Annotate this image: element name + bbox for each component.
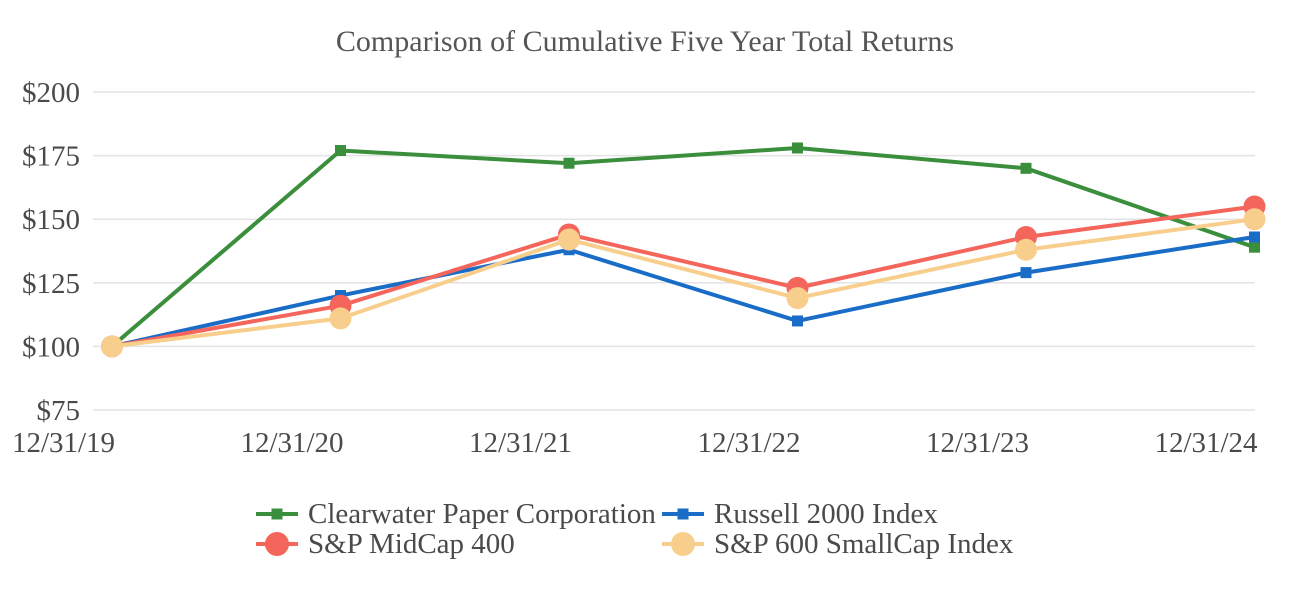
x-axis-tick-label: 12/31/19 <box>12 427 115 459</box>
data-point-marker <box>558 228 580 251</box>
x-axis-tick-label: 12/31/23 <box>926 427 1029 459</box>
y-axis-tick-label: $175 <box>22 141 80 173</box>
data-point-marker <box>1249 241 1260 253</box>
data-point-marker <box>1015 238 1037 261</box>
legend-marker-icon <box>256 532 298 556</box>
x-axis-tick-label: 12/31/20 <box>240 427 343 459</box>
series-line <box>110 217 1257 349</box>
data-point-marker <box>563 157 575 169</box>
y-axis-tick-label: $150 <box>22 204 80 236</box>
data-point-marker <box>329 307 352 330</box>
legend-marker-icon <box>256 508 298 520</box>
data-point-marker <box>792 315 803 327</box>
y-axis-tick-label: $200 <box>22 77 80 109</box>
series-s-p-600-smallcap-index <box>101 208 1266 358</box>
data-point-marker <box>786 287 809 310</box>
legend-label: S&P MidCap 400 <box>308 528 515 560</box>
legend-item: Clearwater Paper Corporation <box>254 499 656 529</box>
data-point-marker <box>1243 208 1266 231</box>
legend-item: S&P 600 SmallCap Index <box>660 529 1013 559</box>
data-point-marker <box>1020 267 1032 279</box>
x-axis-tick-label: 12/31/22 <box>697 427 800 459</box>
series-line <box>110 204 1257 349</box>
chart-title: Comparison of Cumulative Five Year Total… <box>335 25 955 58</box>
legend-label: S&P 600 SmallCap Index <box>714 528 1014 560</box>
x-axis-tick-label: 12/31/24 <box>1154 427 1258 459</box>
data-point-marker <box>1020 162 1032 174</box>
y-axis-tick-label: $75 <box>37 395 81 427</box>
series-line <box>110 145 1257 349</box>
legend-marker-icon <box>662 508 704 520</box>
data-point-marker <box>1249 231 1260 243</box>
legend-label: Clearwater Paper Corporation <box>308 498 656 530</box>
y-axis-tick-label: $100 <box>22 331 80 363</box>
series-line <box>110 235 1257 349</box>
data-point-marker <box>335 145 346 157</box>
data-point-marker <box>101 335 123 358</box>
y-axis-tick-label: $125 <box>22 268 80 300</box>
legend-item: S&P MidCap 400 <box>254 529 515 559</box>
legend-item: Russell 2000 Index <box>660 499 938 529</box>
x-axis-tick-label: 12/31/21 <box>469 427 572 459</box>
legend-marker-icon <box>662 532 704 556</box>
legend-label: Russell 2000 Index <box>714 498 938 530</box>
data-point-marker <box>792 142 803 154</box>
